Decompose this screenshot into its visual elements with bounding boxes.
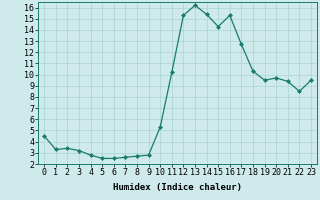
X-axis label: Humidex (Indice chaleur): Humidex (Indice chaleur) [113,183,242,192]
